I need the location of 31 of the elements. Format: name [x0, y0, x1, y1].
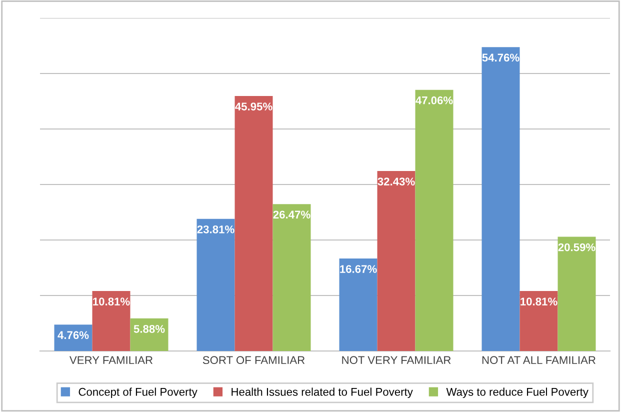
- bar: [415, 90, 454, 351]
- data-label: 26.47%: [273, 210, 310, 219]
- bar: [196, 218, 235, 351]
- data-label: 4.76%: [58, 331, 89, 340]
- bar: [234, 96, 273, 351]
- bar: [482, 47, 520, 351]
- data-label: 10.81%: [520, 298, 558, 306]
- bar: [54, 324, 92, 351]
- legend-label: Health Issues related to Fuel Poverty: [232, 388, 413, 398]
- bar: [377, 171, 416, 351]
- data-label: 10.81%: [93, 298, 130, 306]
- data-label: 16.67%: [340, 265, 377, 273]
- data-label: 20.59%: [558, 243, 596, 252]
- data-label: 45.95%: [235, 102, 272, 110]
- bar: [272, 204, 311, 351]
- bar: [558, 236, 596, 351]
- data-label: 23.81%: [197, 225, 234, 234]
- data-label: 32.43%: [378, 178, 415, 186]
- x-tick-label: NOT VERY FAMILIAR: [342, 356, 451, 364]
- legend-label: Ways to reduce Fuel Poverty: [446, 388, 588, 398]
- bar: [339, 258, 378, 351]
- data-label: 54.76%: [482, 54, 520, 62]
- x-tick-label: NOT AT ALL FAMILIAR: [482, 356, 596, 364]
- bar: [92, 291, 130, 351]
- bar: [520, 291, 558, 351]
- data-label: 5.88%: [134, 324, 165, 333]
- x-tick-label: VERY FAMILIAR: [70, 356, 153, 364]
- legend-label: Concept of Fuel Poverty: [78, 388, 198, 398]
- data-label: 47.06%: [416, 96, 453, 104]
- x-tick-label: SORT OF FAMILIAR: [202, 356, 305, 364]
- bar: [130, 318, 168, 351]
